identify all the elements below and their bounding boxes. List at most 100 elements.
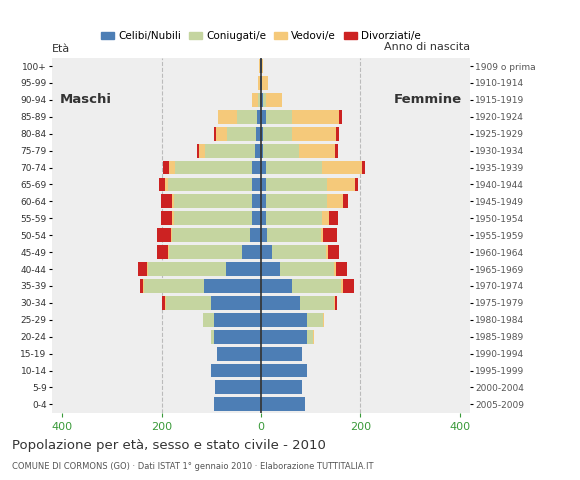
Bar — [143, 279, 144, 293]
Bar — [157, 245, 168, 259]
Bar — [214, 313, 261, 327]
Bar — [258, 93, 260, 107]
Bar — [260, 59, 261, 73]
Bar — [211, 330, 214, 344]
Bar — [266, 194, 327, 208]
Bar — [262, 76, 268, 90]
Bar — [168, 178, 252, 192]
Bar — [171, 228, 172, 242]
Bar — [173, 211, 252, 225]
Bar — [263, 144, 299, 157]
Bar — [258, 76, 260, 90]
Bar — [325, 245, 328, 259]
Bar — [336, 127, 339, 141]
Bar — [266, 110, 292, 124]
Bar — [205, 144, 255, 157]
Bar — [261, 76, 262, 90]
Bar — [261, 347, 302, 360]
Bar — [165, 296, 211, 310]
Bar — [261, 313, 307, 327]
Bar — [261, 228, 267, 242]
Bar — [252, 161, 261, 174]
Bar — [252, 194, 261, 208]
Bar — [157, 228, 171, 242]
Bar — [292, 279, 340, 293]
Bar — [168, 245, 169, 259]
Bar — [292, 110, 339, 124]
Bar — [242, 245, 261, 259]
Bar — [256, 127, 261, 141]
Bar — [261, 381, 302, 395]
Bar — [200, 144, 205, 157]
Bar — [334, 296, 335, 310]
Bar — [260, 76, 261, 90]
Bar — [299, 144, 335, 157]
Bar — [211, 296, 261, 310]
Bar — [158, 178, 165, 192]
Bar — [175, 161, 252, 174]
Bar — [327, 194, 343, 208]
Bar — [165, 178, 168, 192]
Bar — [261, 144, 263, 157]
Bar — [261, 93, 263, 107]
Bar — [261, 194, 266, 208]
Bar — [321, 228, 323, 242]
Bar — [215, 381, 261, 395]
Bar — [259, 59, 260, 73]
Bar — [261, 178, 266, 192]
Bar — [140, 279, 143, 293]
Bar — [328, 245, 339, 259]
Bar — [252, 93, 258, 107]
Bar — [307, 313, 322, 327]
Bar — [261, 59, 262, 73]
Bar — [266, 178, 327, 192]
Bar — [261, 161, 266, 174]
Bar — [266, 93, 282, 107]
Bar — [257, 110, 261, 124]
Bar — [261, 363, 307, 377]
Bar — [144, 279, 204, 293]
Text: Anno di nascita: Anno di nascita — [384, 42, 470, 52]
Bar — [362, 161, 365, 174]
Bar — [161, 194, 172, 208]
Text: Età: Età — [52, 44, 70, 54]
Bar — [211, 363, 261, 377]
Bar — [260, 93, 261, 107]
Bar — [197, 144, 200, 157]
Bar — [172, 194, 173, 208]
Bar — [137, 262, 147, 276]
Bar — [261, 262, 280, 276]
Bar — [227, 127, 256, 141]
Bar — [343, 279, 354, 293]
Bar — [267, 228, 321, 242]
Bar — [343, 194, 349, 208]
Bar — [340, 279, 343, 293]
Bar — [327, 178, 356, 192]
Bar — [261, 397, 304, 411]
Bar — [329, 211, 338, 225]
Bar — [226, 262, 261, 276]
Bar — [261, 211, 266, 225]
Text: COMUNE DI CORMONS (GO) · Dati ISTAT 1° gennaio 2010 · Elaborazione TUTTITALIA.IT: COMUNE DI CORMONS (GO) · Dati ISTAT 1° g… — [12, 462, 373, 471]
Bar — [169, 161, 175, 174]
Bar — [172, 211, 173, 225]
Bar — [322, 211, 329, 225]
Bar — [252, 178, 261, 192]
Bar — [262, 59, 263, 73]
Bar — [255, 144, 261, 157]
Bar — [218, 347, 261, 360]
Bar — [266, 211, 322, 225]
Bar — [214, 330, 261, 344]
Legend: Celibi/Nubili, Coniugati/e, Vedovi/e, Divorziati/e: Celibi/Nubili, Coniugati/e, Vedovi/e, Di… — [97, 27, 425, 46]
Bar — [261, 279, 292, 293]
Bar — [161, 211, 172, 225]
Text: Maschi: Maschi — [60, 94, 112, 107]
Bar — [336, 262, 347, 276]
Bar — [250, 228, 261, 242]
Bar — [204, 279, 261, 293]
Text: Popolazione per età, sesso e stato civile - 2010: Popolazione per età, sesso e stato civil… — [12, 439, 325, 452]
Bar — [169, 245, 242, 259]
Bar — [335, 296, 337, 310]
Bar — [214, 397, 261, 411]
Bar — [261, 330, 307, 344]
